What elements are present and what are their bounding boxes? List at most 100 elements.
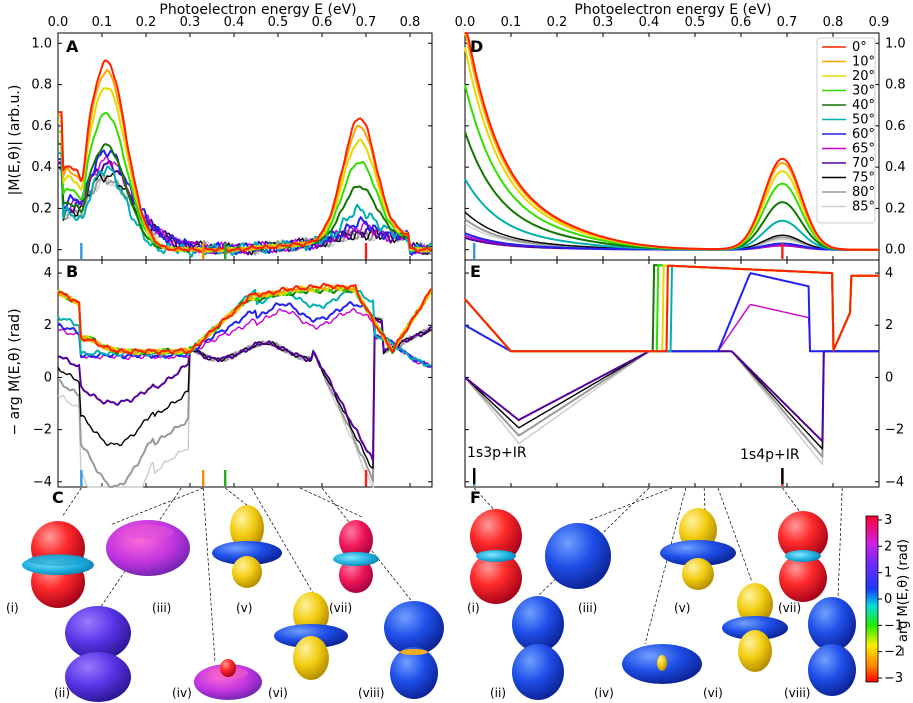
panel-label-A: A — [66, 37, 79, 56]
legend-label: 0° — [852, 40, 867, 55]
x-tick-label: 0.8 — [400, 15, 421, 30]
y-tick-label: 0.2 — [31, 201, 52, 216]
shape-C-i — [22, 521, 94, 608]
shape-F-viii — [808, 597, 856, 696]
x-tick-label: 0.1 — [92, 15, 113, 30]
y-tick-label: 0.6 — [31, 119, 52, 134]
shape-label-C-vii: (vii) — [329, 601, 352, 615]
panel-label-F: F — [470, 488, 481, 507]
curves — [57, 32, 879, 488]
phase-left-curve-50° — [57, 288, 432, 367]
x-tick-label: 0.2 — [136, 15, 157, 30]
legend-label: 10° — [852, 55, 875, 70]
y-tick-label: −4 — [33, 475, 52, 490]
y-tick-label: 0 — [44, 370, 52, 385]
panel-label-C: C — [52, 488, 64, 507]
y-tick-label: 2 — [885, 318, 893, 333]
leader-line — [299, 487, 363, 518]
leader-line — [61, 487, 82, 518]
shape-F-iv — [622, 644, 702, 684]
panel-label-B: B — [66, 262, 78, 281]
y-tick-label: 0 — [885, 370, 893, 385]
x-tick-label: 0.4 — [639, 15, 660, 30]
shape-C-v — [212, 505, 282, 588]
shape-label-C-iii: (iii) — [152, 601, 171, 615]
colorbar-tick-label: 1 — [884, 566, 892, 581]
shape-F-v — [660, 508, 736, 590]
ylabel-bottom: − arg M(E,θ) (rad) — [7, 308, 23, 435]
x-tick-label: 0.5 — [268, 15, 289, 30]
ylabel-top: |M(E,θ)| (arb.u.) — [7, 85, 23, 196]
y-tick-label: 0.4 — [885, 160, 906, 175]
phase-right-curve-70° — [464, 350, 879, 443]
legend-label: 65° — [852, 142, 875, 157]
panel-label-D: D — [470, 37, 483, 56]
panel-F-shapes: (i) (ii) (iii) (iv) (v) (vi) (vii) (viii… — [467, 508, 856, 700]
shape-label-F-i: (i) — [467, 601, 480, 615]
shape-C-iii — [106, 520, 190, 576]
phase-right-curve-0° — [464, 264, 879, 353]
colorbar-tick-label: −3 — [884, 671, 903, 686]
leader-lines — [61, 487, 843, 663]
x-tick-label: 0.0 — [455, 15, 476, 30]
colorbar-tick-label: −2 — [884, 645, 903, 660]
top-xlabel-right: Photoelectron energy E (eV) — [574, 2, 771, 18]
x-tick-label: 0.2 — [547, 15, 568, 30]
leader-line — [644, 487, 687, 645]
x-tick-label: 0.9 — [869, 15, 890, 30]
y-tick-label: 0.2 — [885, 201, 906, 216]
shape-F-ii — [512, 596, 564, 700]
leader-line — [703, 487, 706, 513]
shape-F-vii — [778, 511, 828, 602]
shape-label-C-i: (i) — [6, 601, 19, 615]
annotation-1s4p: 1s4p+IR — [740, 447, 800, 463]
legend-label: 85° — [852, 200, 875, 215]
shape-F-i — [470, 509, 522, 604]
shape-label-C-ii: (ii) — [54, 686, 70, 700]
x-tick-label: 0.7 — [777, 15, 798, 30]
panel-E-frame — [464, 259, 880, 488]
phase-left-curve-0° — [57, 282, 432, 356]
phase-right-curve-75° — [464, 350, 879, 450]
leader-line — [589, 487, 673, 521]
y-tick-label: 0.0 — [885, 243, 906, 258]
y-tick-label: 4 — [44, 266, 52, 281]
y-tick-label: 0.4 — [31, 160, 52, 175]
panel-C-shapes: (i) (ii) (iii) (iv) (v) (vi) (vii) (viii… — [6, 505, 444, 702]
shape-label-F-vi: (vi) — [703, 686, 723, 700]
legend-label: 70° — [852, 156, 875, 171]
phase-right-curve-80° — [464, 350, 879, 458]
shape-C-vii — [333, 520, 379, 593]
amp-left-curve-20° — [58, 87, 432, 253]
leader-line — [717, 487, 753, 583]
shape-label-C-v: (v) — [236, 601, 252, 615]
y-tick-label: 1.0 — [885, 36, 906, 51]
leader-line — [251, 487, 317, 599]
axis-ticks: 0.0 0.1 0.2 0.3 0.4 0.5 0.6 0.7 0.8 0.0 0.1 0.2 0.3 0… — [31, 15, 905, 490]
shape-label-F-vii: (vii) — [778, 601, 801, 615]
y-tick-label: −2 — [33, 423, 52, 438]
phase-right-curve-85° — [464, 350, 879, 466]
colorbar: −3 −2 −1 0 1 2 3 − arg M(E,θ) (rad) — [865, 513, 911, 686]
colorbar-tick-label: 2 — [884, 539, 892, 554]
panel-label-E: E — [470, 262, 481, 281]
x-tick-label: 0.8 — [823, 15, 844, 30]
shape-C-ii — [65, 606, 131, 702]
amp-left-curve-60° — [58, 149, 432, 256]
shape-label-F-v: (v) — [674, 601, 690, 615]
legend-label: 60° — [852, 127, 875, 142]
shape-F-iii — [545, 523, 611, 589]
shape-label-F-viii: (viii) — [784, 686, 810, 700]
amp-left-curve-0° — [58, 59, 432, 253]
x-tick-label: 0.5 — [685, 15, 706, 30]
y-tick-label: 1.0 — [31, 36, 52, 51]
amp-right-curve-0° — [465, 32, 879, 251]
legend-label: 40° — [852, 98, 875, 113]
shape-C-iv — [194, 659, 262, 700]
y-tick-label: 0.6 — [885, 119, 906, 134]
colorbar-tick-label: 3 — [884, 513, 892, 528]
y-tick-label: 0.8 — [31, 78, 52, 93]
x-tick-label: 0.0 — [48, 15, 69, 30]
leader-line — [473, 487, 497, 513]
